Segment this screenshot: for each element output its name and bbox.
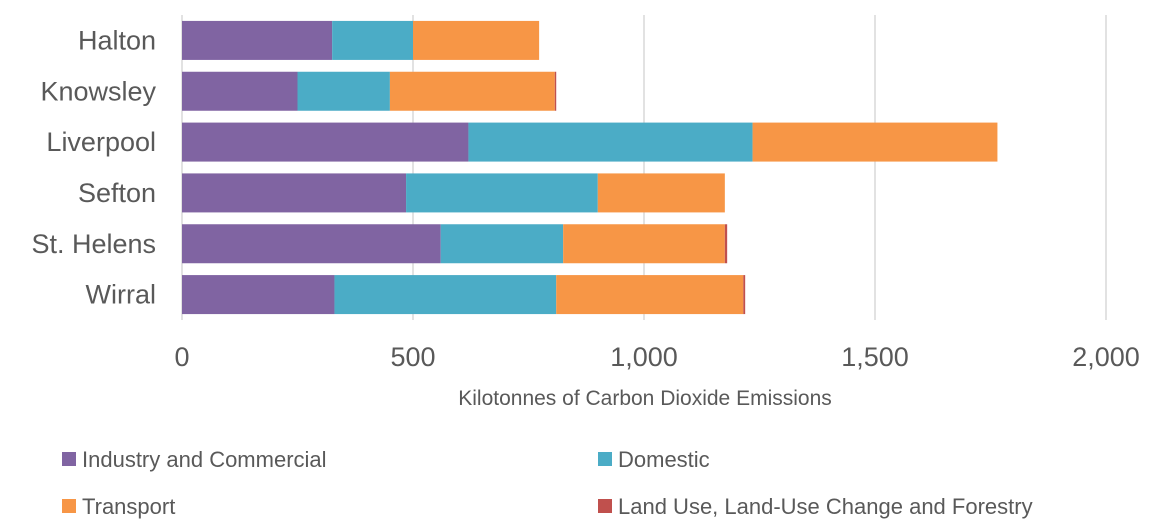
legend-swatch: [62, 499, 76, 513]
category-label: St. Helens: [31, 229, 156, 259]
legend-swatch: [598, 499, 612, 513]
category-label: Wirral: [86, 280, 156, 310]
legend-label: Domestic: [618, 447, 710, 472]
legend-swatch: [62, 452, 76, 466]
bars: [182, 20, 998, 315]
bar-segment: [724, 224, 728, 264]
bar-segment: [556, 275, 744, 315]
bar-segment: [406, 173, 598, 213]
x-tick-label: 2,000: [1072, 342, 1140, 372]
x-tick-label: 1,000: [610, 342, 678, 372]
legend: Industry and Commercial Domestic Transport…: [62, 447, 1033, 519]
legend-label: Land Use, Land-Use Change and Forestry: [618, 494, 1033, 519]
bar-segment: [334, 275, 557, 315]
legend-label: Industry and Commercial: [82, 447, 327, 472]
x-axis-title: Kilotonnes of Carbon Dioxide Emissions: [458, 387, 832, 410]
bar-segment: [182, 173, 407, 213]
bar-segment: [332, 20, 413, 60]
bar-segment: [389, 71, 555, 111]
category-label: Halton: [78, 25, 156, 55]
x-tick-label: 1,500: [841, 342, 909, 372]
gridlines: [181, 15, 1107, 320]
x-tick-label: 500: [390, 342, 435, 372]
bar-segment: [297, 71, 390, 111]
bar-segment: [468, 122, 753, 162]
category-label: Liverpool: [46, 127, 156, 157]
bar-segment: [182, 122, 469, 162]
bar-segment: [554, 71, 557, 111]
category-label: Sefton: [78, 178, 156, 208]
legend-swatch: [598, 452, 612, 466]
bar-segment: [752, 122, 998, 162]
category-labels: Halton Knowsley Liverpool Sefton St. Helens W…: [31, 25, 156, 309]
bar-segment: [182, 71, 298, 111]
bar-segment: [413, 20, 540, 60]
bar-segment: [597, 173, 725, 213]
x-tick-label: 0: [174, 342, 189, 372]
bar-segment: [440, 224, 564, 264]
bar-segment: [743, 275, 746, 315]
bar-segment: [563, 224, 725, 264]
bar-segment: [182, 20, 333, 60]
x-tick-labels: 0 500 1,000 1,500 2,000: [174, 342, 1139, 372]
category-label: Knowsley: [40, 76, 156, 106]
legend-label: Transport: [82, 494, 175, 519]
bar-segment: [182, 224, 441, 264]
bar-segment: [182, 275, 335, 315]
